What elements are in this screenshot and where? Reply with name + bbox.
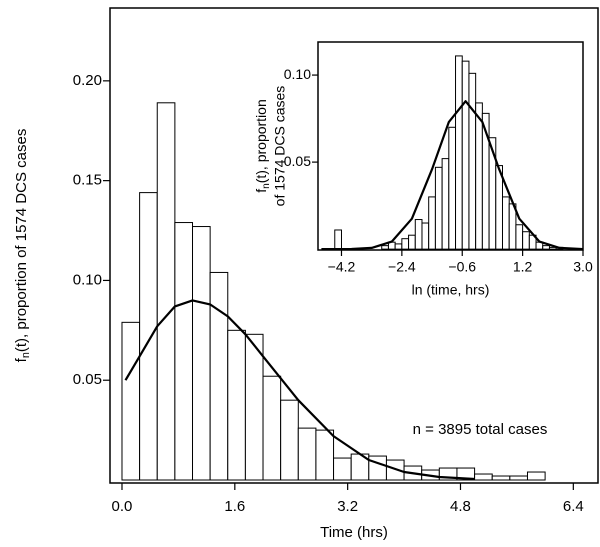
annotation: n = 3895 total cases bbox=[413, 421, 548, 438]
y-axis-label: fn(t), proportion bbox=[253, 99, 272, 193]
y-tick-label: 0.20 bbox=[73, 72, 102, 89]
bar bbox=[441, 158, 450, 250]
bar bbox=[509, 475, 528, 481]
bar bbox=[394, 243, 403, 250]
y-tick-label: 0.15 bbox=[73, 172, 102, 189]
bar bbox=[280, 399, 299, 481]
x-tick-label: 4.8 bbox=[450, 498, 471, 515]
bar bbox=[139, 192, 158, 481]
bar bbox=[474, 473, 493, 481]
bar bbox=[408, 234, 416, 250]
bar bbox=[334, 229, 342, 250]
bar bbox=[315, 429, 335, 481]
bar bbox=[297, 427, 317, 481]
bar bbox=[542, 245, 550, 250]
y-label-sub: n bbox=[20, 352, 32, 358]
x-tick-label: −4.2 bbox=[328, 259, 356, 275]
bar bbox=[209, 271, 229, 481]
y-tick-label: 0.05 bbox=[284, 153, 311, 169]
y-tick-label: 0.10 bbox=[284, 66, 311, 82]
bar bbox=[495, 165, 503, 250]
x-tick-label: −0.6 bbox=[448, 259, 476, 275]
bar bbox=[244, 333, 264, 481]
bar bbox=[174, 222, 194, 481]
bar bbox=[227, 329, 246, 481]
inset-panel: −4.2 −2.4 −0.6 1.2 3.0 0.05 0.10 ln (time, hrs)… bbox=[253, 41, 593, 298]
bar bbox=[461, 60, 470, 250]
bar bbox=[475, 102, 483, 250]
x-axis-label: Time (hrs) bbox=[320, 524, 388, 541]
x-tick-label: 0.0 bbox=[112, 498, 133, 515]
bar bbox=[522, 231, 530, 250]
x-tick-label: −2.4 bbox=[388, 259, 416, 275]
y-label-main: f bbox=[13, 357, 30, 362]
x-tick-label: 1.2 bbox=[513, 259, 533, 275]
bar bbox=[401, 238, 410, 250]
bar bbox=[491, 475, 511, 481]
bar bbox=[421, 222, 430, 250]
bar bbox=[333, 457, 352, 481]
x-tick-label: 3.0 bbox=[573, 259, 593, 275]
x-axis-label: ln (time, hrs) bbox=[412, 282, 490, 298]
bar bbox=[501, 196, 510, 250]
y-tick-label: 0.10 bbox=[73, 271, 102, 288]
y-label-main: f bbox=[253, 189, 269, 193]
fitted-curve bbox=[321, 100, 584, 251]
bar bbox=[414, 219, 423, 250]
y-tick-label: 0.05 bbox=[73, 371, 102, 388]
y-axis-label: fn(t), proportion of 1574 DCS cases bbox=[13, 129, 32, 363]
bar bbox=[262, 375, 282, 481]
bar bbox=[468, 72, 477, 250]
y-label-rest: (t), proportion of 1574 DCS cases bbox=[13, 129, 30, 352]
y-label-rest: (t), proportion bbox=[253, 99, 269, 183]
bar bbox=[156, 102, 176, 481]
bar bbox=[121, 321, 141, 481]
bar bbox=[515, 224, 524, 250]
bar bbox=[448, 126, 457, 250]
bar bbox=[428, 196, 436, 250]
bar bbox=[434, 166, 443, 250]
bar bbox=[368, 455, 387, 481]
bar bbox=[192, 226, 211, 481]
x-tick-label: 3.2 bbox=[337, 498, 358, 515]
y-label-sub: n bbox=[261, 183, 272, 189]
bar bbox=[455, 55, 463, 250]
bar bbox=[381, 245, 389, 250]
y-axis-label-line2: of 1574 DCS cases bbox=[272, 86, 288, 207]
x-tick-label: 1.6 bbox=[224, 498, 245, 515]
x-tick-label: 6.4 bbox=[563, 498, 584, 515]
bar bbox=[526, 471, 546, 481]
fitted-curve bbox=[124, 299, 475, 481]
